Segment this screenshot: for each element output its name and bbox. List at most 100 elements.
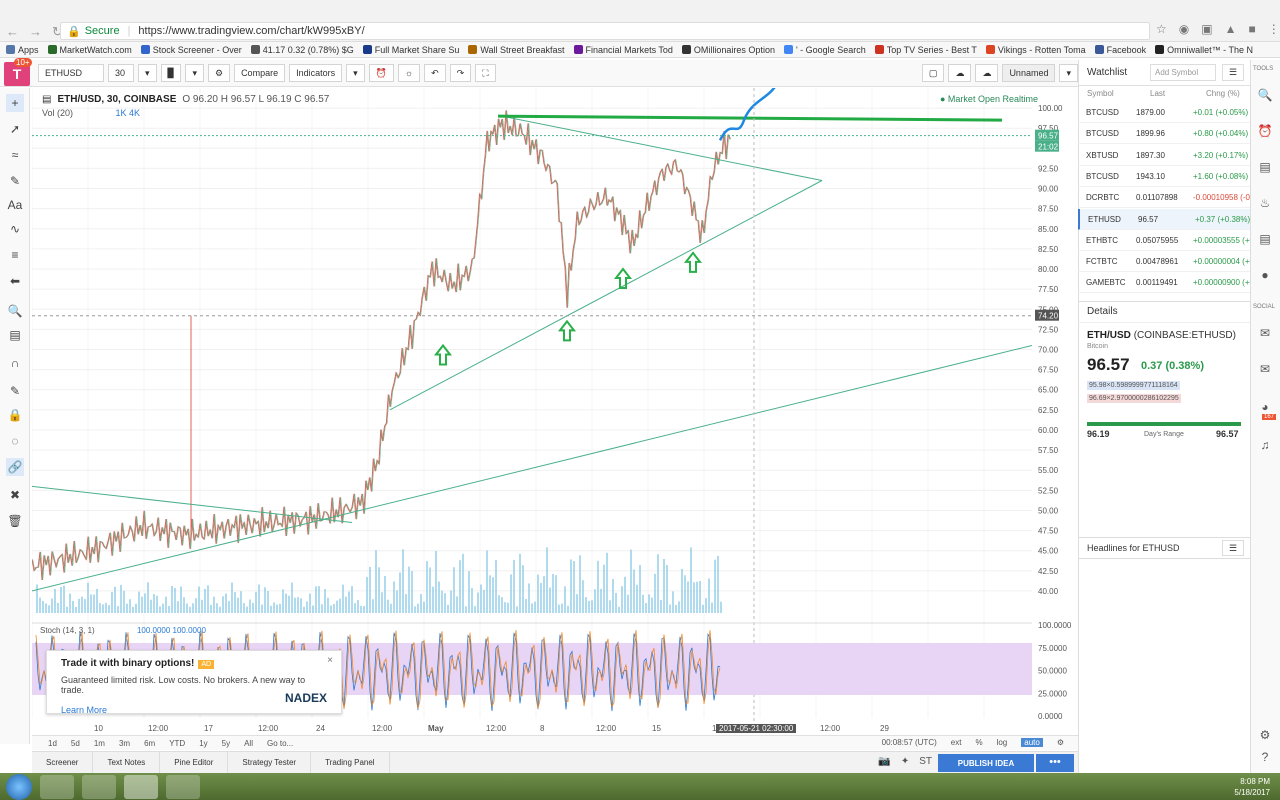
remove-tools-icon[interactable]: ✖ <box>9 488 21 502</box>
extension-icon[interactable]: ■ <box>1248 22 1256 36</box>
notifications-icon[interactable]: ♫ <box>1260 438 1270 452</box>
streams-icon[interactable]: ◕ <box>1261 400 1269 414</box>
tab-trading-panel[interactable]: Trading Panel <box>311 751 390 774</box>
chart-pane[interactable]: 100.0097.5095.0092.5090.0087.5085.0082.5… <box>31 83 1078 744</box>
watchlist-title[interactable]: Watchlist <box>1087 67 1128 78</box>
col-chng[interactable]: Chng (%) <box>1206 89 1240 98</box>
range-1m[interactable]: 1m <box>93 738 105 748</box>
add-symbol-input[interactable]: Add Symbol <box>1150 64 1216 81</box>
calendar-icon[interactable]: ▤ <box>1259 232 1271 246</box>
range-5y[interactable]: 5y <box>221 738 231 748</box>
text-icon[interactable]: Aa <box>7 198 23 212</box>
range-1d[interactable]: 1d <box>48 738 57 748</box>
auto-toggle[interactable]: auto <box>1021 738 1043 747</box>
tab-text-notes[interactable]: Text Notes <box>93 751 161 774</box>
tab-screener[interactable]: Screener <box>32 751 94 774</box>
watchlist-menu-icon[interactable]: ☰ <box>1222 64 1244 81</box>
layout-dropdown-icon[interactable]: ▾ <box>1059 64 1078 82</box>
price-chart[interactable]: 100.0097.5095.0092.5090.0087.5085.0082.5… <box>31 83 1078 744</box>
details-title[interactable]: Details <box>1087 306 1118 317</box>
publish-idea-button[interactable]: PUBLISH IDEA <box>938 754 1034 772</box>
start-button-icon[interactable] <box>6 773 32 800</box>
more-menu-icon[interactable]: ••• <box>1036 754 1074 772</box>
cloud-save-icon[interactable]: ☁ <box>975 64 999 82</box>
log-toggle[interactable]: log <box>996 738 1008 747</box>
extension-icon[interactable]: ◉ <box>1178 22 1190 36</box>
close-icon[interactable]: × <box>327 655 333 666</box>
extension-icon[interactable]: ▲ <box>1224 22 1237 36</box>
range-all[interactable]: All <box>244 738 253 748</box>
compare-button[interactable]: Compare <box>234 64 286 82</box>
camera-icon[interactable]: 📷 <box>878 756 891 767</box>
stocktwits-icon[interactable]: ST <box>919 756 932 767</box>
time-axis[interactable]: 10 12:00 17 12:00 24 12:00 May 12:00 8 12:00 15 12:… <box>32 724 1032 735</box>
layout-icon[interactable]: ▢ <box>921 64 945 82</box>
legend-collapse-icon[interactable]: ▤ <box>42 94 52 105</box>
chrome-icon[interactable] <box>124 774 158 799</box>
bookmark-item[interactable]: Facebook <box>1094 45 1146 55</box>
watchlist-row[interactable]: BTCUSD 1879.00 +0.01 (+0.05%) <box>1078 102 1250 123</box>
menu-icon[interactable]: ⋮ <box>1267 22 1280 36</box>
settings-icon[interactable]: ⚙ <box>207 64 231 82</box>
range-5d[interactable]: 5d <box>70 738 80 748</box>
bookmark-item[interactable]: Omniwallet™ - The N <box>1155 45 1253 55</box>
watchlist-row[interactable]: XBTUSD 1897.30 +3.20 (+0.17%) <box>1078 145 1250 166</box>
watchlist-row[interactable]: ETHUSD 96.57 +0.37 (+0.38%) <box>1078 208 1250 230</box>
watchlist-row[interactable]: GAMEBTC 0.00119491 +0.00000900 (+0.76%) <box>1078 272 1250 294</box>
symbol-search[interactable]: ETHUSD <box>38 64 104 82</box>
watchlist-row[interactable]: BTCUSD 1943.10 +1.60 (+0.08%) <box>1078 166 1250 187</box>
hotlist-icon[interactable]: ♨ <box>1259 196 1271 210</box>
axis-settings-icon[interactable]: ⚙ <box>1056 738 1064 747</box>
bookmark-item[interactable]: Full Market Share Su <box>362 45 459 55</box>
tab-strategy-tester[interactable]: Strategy Tester <box>228 751 312 774</box>
layout-name[interactable]: Unnamed <box>1002 64 1056 82</box>
star-icon[interactable]: ☆ <box>1156 22 1167 36</box>
redo-icon[interactable]: ↷ <box>449 64 472 82</box>
trendline-icon[interactable]: ➚ <box>9 122 21 136</box>
col-symbol[interactable]: Symbol <box>1087 89 1114 98</box>
chart-type-dropdown-icon[interactable]: ▾ <box>185 64 204 82</box>
indicators-dropdown-icon[interactable]: ▾ <box>346 64 365 82</box>
fib-icon[interactable]: ≈ <box>11 148 19 162</box>
notification-badge[interactable]: 10+ <box>14 58 32 67</box>
goto-date[interactable]: Go to... <box>266 738 294 748</box>
twitter-icon[interactable]: ✦ <box>900 756 910 767</box>
interval-select[interactable]: 30 <box>108 64 134 82</box>
alerts-icon[interactable]: ⏰ <box>1257 124 1273 138</box>
settings-icon[interactable]: ⚙ <box>1259 728 1271 742</box>
alert-icon[interactable]: ⏰ <box>368 64 394 82</box>
zoom-icon[interactable]: 🔍 <box>7 304 23 318</box>
bookmark-item[interactable]: OMillionaires Option <box>681 45 775 55</box>
bookmark-item[interactable]: Apps <box>6 45 39 55</box>
headlines-menu-icon[interactable]: ☰ <box>1222 540 1244 556</box>
bookmark-item[interactable]: 41.17 0.32 (0.78%) $G <box>250 45 354 55</box>
sync-icon[interactable]: 🔗 <box>6 458 24 476</box>
pattern-icon[interactable]: ∿ <box>9 222 21 236</box>
explorer-icon[interactable] <box>82 774 116 799</box>
forward-icon[interactable]: → <box>29 24 42 39</box>
watchlist-row[interactable]: FCTBTC 0.00478961 +0.00000004 (+0.01%) <box>1078 251 1250 273</box>
bookmark-item[interactable]: ' - Google Search <box>783 45 866 55</box>
taskbar-clock[interactable]: 8:08 PM 5/18/2017 <box>1234 776 1270 798</box>
watchlist-row[interactable]: BTCUSD 1899.96 +0.80 (+0.04%) <box>1078 123 1250 145</box>
range-ytd[interactable]: YTD <box>169 738 186 748</box>
bookmark-item[interactable]: Financial Markets Tod <box>573 45 673 55</box>
range-3m[interactable]: 3m <box>118 738 131 748</box>
chat-icon[interactable]: ✉ <box>1259 326 1271 340</box>
range-1y[interactable]: 1y <box>199 738 208 748</box>
col-last[interactable]: Last <box>1150 89 1166 98</box>
percent-toggle[interactable]: % <box>975 738 983 747</box>
watchlist-row[interactable]: ETHBTC 0.05075955 +0.00003555 (+0.07%) <box>1078 230 1250 251</box>
lock-drawings-icon[interactable]: 🔒 <box>7 408 23 422</box>
ie-icon[interactable] <box>40 774 74 799</box>
lightbulb-icon[interactable]: ☼ <box>397 64 421 82</box>
range-6m[interactable]: 6m <box>144 738 156 748</box>
watchlist-row[interactable]: DCRBTC 0.01107898 -0.00010958 (-0.98%) <box>1078 187 1250 209</box>
app-icon[interactable] <box>166 774 200 799</box>
ideas-icon[interactable]: ● <box>1261 268 1269 282</box>
interval-dropdown-icon[interactable]: ▾ <box>138 64 157 82</box>
candles-icon[interactable]: ▉ <box>160 64 182 82</box>
cloud-icon[interactable]: ☁ <box>948 64 972 82</box>
ext-toggle[interactable]: ext <box>950 738 962 747</box>
ad-banner[interactable]: Trade it with binary options! AD Guarante… <box>46 650 342 715</box>
